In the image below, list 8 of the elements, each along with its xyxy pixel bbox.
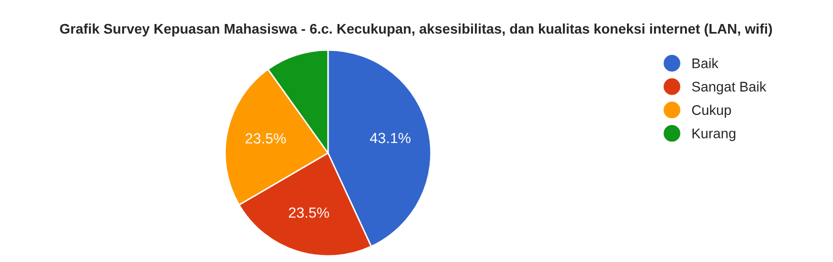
data-label: 43.1% [370, 132, 410, 144]
legend-label: Kurang [692, 128, 736, 142]
chart-title: Grafik Survey Kepuasan Mahasiswa - 6.c. Kecukupan, aksesibilitas, dan kualitas koneksi internet (LAN, wifi) [60, 24, 772, 36]
legend-label: Baik [692, 58, 718, 68]
data-label: 23.5% [288, 207, 330, 218]
legend-label: Cukup [692, 104, 731, 118]
data-label: 23.5% [246, 133, 286, 144]
legend-label: Sangat Baik [692, 81, 766, 94]
